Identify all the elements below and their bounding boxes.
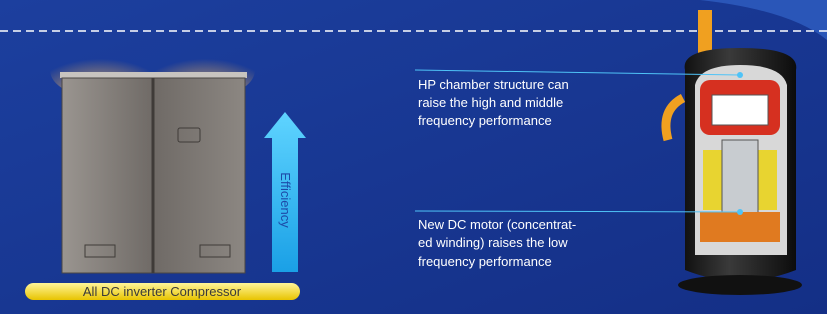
unit-top	[60, 72, 247, 78]
arrow-label: Efficiency	[278, 172, 293, 228]
page: All DC inverter Compressor Efficiency HP…	[0, 0, 827, 314]
callout-text: ed winding) raises the low	[418, 235, 568, 250]
infographic: All DC inverter Compressor Efficiency HP…	[0, 0, 827, 314]
unit-label: All DC inverter Compressor	[83, 284, 242, 299]
chamber-parts	[712, 95, 768, 125]
compressor-base	[678, 275, 802, 295]
callout-text: New DC motor (concentrat-	[418, 217, 576, 232]
callout-text: frequency performance	[418, 113, 552, 128]
callout-text: frequency performance	[418, 254, 552, 269]
motor-winding	[700, 212, 780, 242]
callout-text: raise the high and middle	[418, 95, 563, 110]
callout-text: HP chamber structure can	[418, 77, 569, 92]
